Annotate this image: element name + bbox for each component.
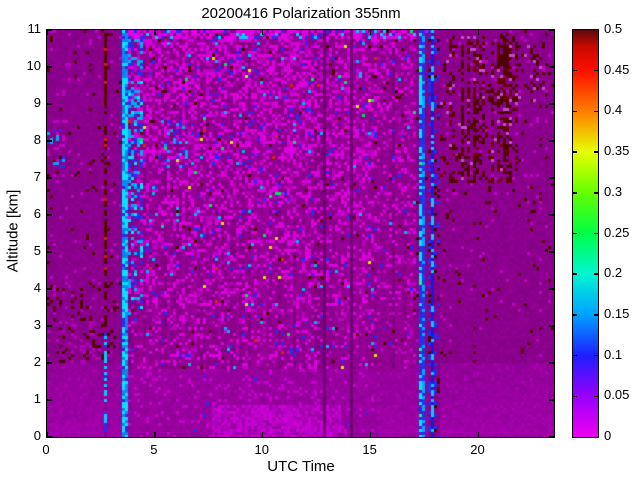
axis-tick — [47, 288, 52, 290]
colorbar-tick — [573, 354, 577, 357]
colorbar-tick — [594, 354, 598, 357]
colorbar — [572, 29, 599, 438]
colorbar-tick-label: 0.15 — [604, 305, 630, 321]
colorbar-tick — [573, 273, 577, 275]
axis-tick — [549, 103, 554, 105]
y-tick-label: 4 — [33, 280, 41, 295]
colorbar-tick — [594, 273, 598, 275]
axis-tick — [549, 399, 554, 401]
axis-tick — [47, 103, 52, 105]
axis-tick — [47, 140, 52, 142]
axis-tick — [261, 30, 264, 35]
axis-tick — [549, 288, 554, 290]
colorbar-tick-label: 0.25 — [604, 224, 630, 240]
axis-tick — [549, 325, 554, 327]
colorbar-tick — [573, 110, 577, 113]
colorbar-tick — [573, 395, 577, 398]
axis-tick — [549, 362, 554, 364]
axis-tick — [47, 177, 52, 179]
colorbar-tick — [594, 192, 598, 194]
colorbar-tick-label: 0.4 — [604, 102, 623, 118]
plot-area — [46, 29, 555, 438]
x-tick-label: 5 — [150, 442, 158, 457]
y-tick-label: 6 — [33, 206, 41, 221]
axis-tick — [549, 66, 554, 68]
axis-tick — [369, 432, 372, 437]
axis-tick — [47, 29, 52, 31]
heatmap-canvas — [47, 30, 554, 437]
colorbar-tick — [573, 192, 577, 194]
colorbar-tick-label: 0.35 — [604, 143, 630, 159]
colorbar-tick — [594, 314, 598, 316]
colorbar-tick — [594, 232, 598, 235]
y-tick-label: 8 — [33, 132, 41, 147]
axis-tick — [549, 29, 554, 31]
axis-tick — [47, 214, 52, 216]
axis-tick — [369, 30, 372, 35]
colorbar-tick — [573, 151, 577, 153]
x-tick-label: 15 — [362, 442, 377, 457]
axis-tick — [154, 30, 156, 35]
colorbar-tick — [573, 314, 577, 316]
y-tick-label: 0 — [33, 428, 41, 443]
colorbar-tick-label: 0 — [604, 428, 612, 443]
axis-tick — [549, 251, 554, 253]
axis-tick — [47, 399, 52, 401]
axis-tick — [549, 177, 554, 179]
x-axis-label: UTC Time — [267, 458, 335, 475]
y-tick-label: 3 — [33, 317, 41, 332]
y-tick-label: 9 — [33, 95, 41, 110]
colorbar-tick — [573, 232, 577, 235]
axis-tick — [549, 214, 554, 216]
y-tick-label: 11 — [27, 21, 42, 36]
axis-tick — [154, 432, 156, 437]
colorbar-tick-label: 0.45 — [604, 61, 630, 77]
y-tick-label: 5 — [33, 243, 41, 258]
axis-tick — [477, 432, 480, 437]
axis-tick — [549, 436, 554, 438]
x-tick-label: 0 — [42, 442, 50, 457]
axis-tick — [47, 251, 52, 253]
colorbar-tick-label: 0.2 — [604, 265, 623, 281]
axis-tick — [261, 432, 264, 437]
axis-tick — [47, 66, 52, 68]
colorbar-tick — [573, 69, 577, 72]
colorbar-tick — [594, 395, 598, 398]
y-tick-label: 10 — [26, 58, 41, 73]
y-axis-label: Altitude [km] — [4, 189, 22, 273]
x-tick-label: 20 — [470, 442, 485, 457]
axis-tick — [477, 30, 480, 35]
chart-title: 20200416 Polarization 355nm — [201, 5, 401, 22]
x-tick-label: 10 — [254, 442, 269, 457]
axis-tick — [46, 30, 48, 35]
colorbar-tick-label: 0.1 — [604, 346, 623, 362]
axis-tick — [47, 436, 52, 438]
colorbar-tick-label: 0.3 — [604, 183, 623, 199]
axis-tick — [47, 362, 52, 364]
colorbar-tick-label: 0.05 — [604, 387, 630, 403]
y-tick-label: 1 — [33, 391, 41, 406]
axis-tick — [549, 140, 554, 142]
y-tick-label: 2 — [33, 354, 41, 369]
colorbar-tick — [594, 110, 598, 113]
colorbar-tick — [594, 151, 598, 153]
colorbar-tick-label: 0.5 — [604, 21, 623, 36]
colorbar-tick — [594, 69, 598, 72]
axis-tick — [47, 325, 52, 327]
y-tick-label: 7 — [33, 169, 41, 184]
axis-tick — [46, 432, 48, 437]
